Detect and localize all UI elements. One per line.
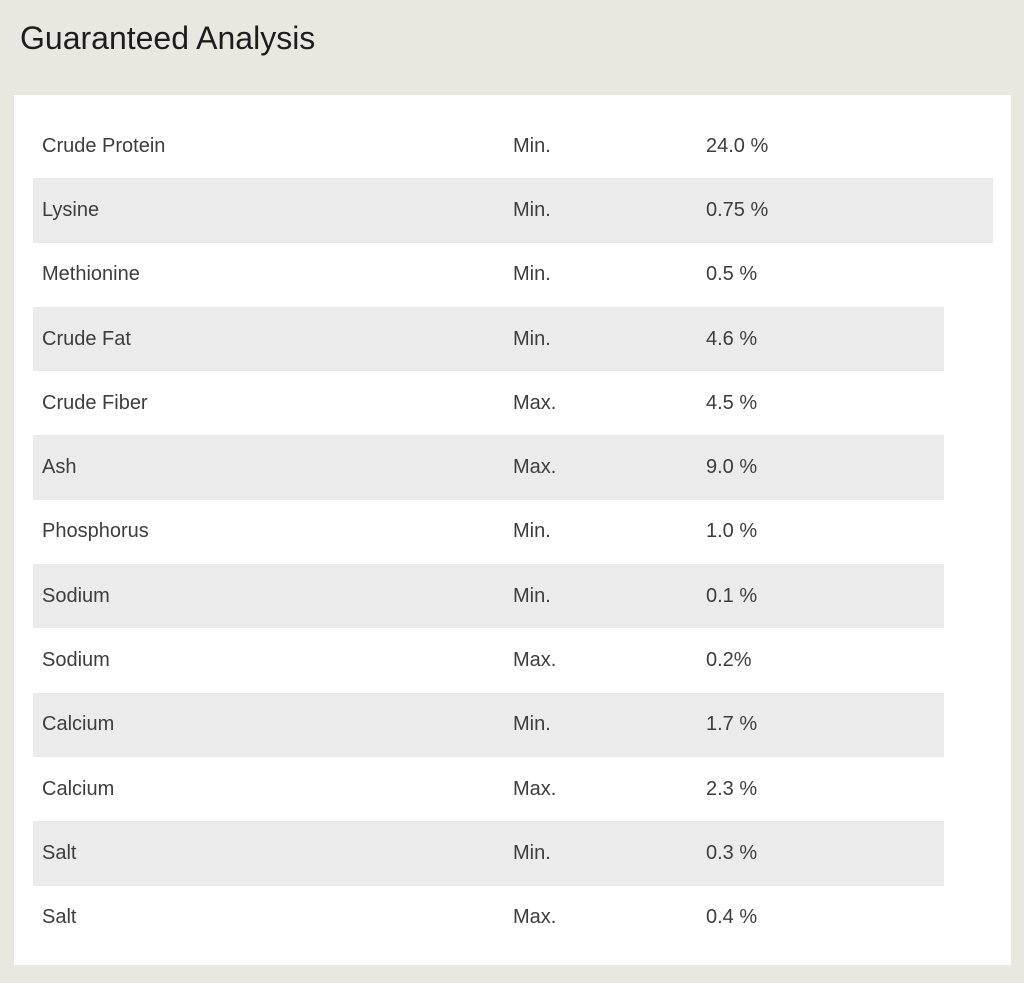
value-percent: 1.0 % — [706, 520, 758, 543]
table-row: Salt Min. 0.3 % — [33, 821, 993, 886]
minmax-label: Max. — [513, 777, 557, 800]
nutrient-name: Sodium — [42, 584, 110, 607]
minmax-label: Min. — [513, 713, 551, 736]
table-row: Sodium Min. 0.1 % — [33, 564, 993, 629]
minmax-label: Min. — [513, 841, 551, 864]
table-row: Methionine Min. 0.5 % — [33, 243, 993, 307]
guaranteed-analysis-table: Crude Protein Min. 24.0 % Lysine Min. 0.75 % M… — [33, 114, 993, 950]
nutrient-name: Lysine — [42, 198, 100, 221]
value-percent: 9.0 % — [706, 456, 758, 479]
minmax-label: Min. — [513, 584, 551, 607]
value-percent: 4.5 % — [706, 391, 758, 414]
minmax-label: Min. — [513, 520, 551, 543]
value-percent: 0.2% — [706, 649, 752, 672]
value-percent: 0.75 % — [706, 198, 769, 221]
nutrient-name: Crude Fat — [42, 327, 131, 350]
minmax-label: Max. — [513, 456, 557, 479]
nutrient-name: Phosphorus — [42, 520, 149, 543]
value-percent: 0.3 % — [706, 841, 758, 864]
minmax-label: Max. — [513, 391, 557, 414]
table-row: Ash Max. 9.0 % — [33, 435, 993, 500]
guaranteed-analysis-card: Crude Protein Min. 24.0 % Lysine Min. 0.75 % M… — [14, 95, 1011, 965]
nutrient-name: Sodium — [42, 649, 110, 672]
value-percent: 2.3 % — [706, 777, 758, 800]
table-row: Sodium Max. 0.2% — [33, 628, 993, 692]
table-row: Salt Max. 0.4 % — [33, 886, 993, 950]
minmax-label: Max. — [513, 906, 557, 929]
value-percent: 4.6 % — [706, 327, 758, 350]
nutrient-name: Ash — [42, 456, 77, 479]
table-row: Crude Fat Min. 4.6 % — [33, 306, 993, 372]
nutrient-name: Salt — [42, 906, 77, 929]
minmax-label: Min. — [513, 327, 551, 350]
nutrient-name: Methionine — [42, 263, 140, 286]
value-percent: 0.4 % — [706, 906, 758, 929]
nutrient-name: Salt — [42, 841, 77, 864]
minmax-label: Min. — [513, 263, 551, 286]
minmax-label: Max. — [513, 649, 557, 672]
minmax-label: Min. — [513, 134, 551, 157]
value-percent: 0.1 % — [706, 584, 758, 607]
value-percent: 0.5 % — [706, 263, 758, 286]
table-row: Calcium Max. 2.3 % — [33, 757, 993, 821]
nutrient-name: Calcium — [42, 777, 115, 800]
minmax-label: Min. — [513, 198, 551, 221]
table-row: Phosphorus Min. 1.0 % — [33, 500, 993, 564]
page-title: Guaranteed Analysis — [20, 20, 316, 56]
table-row: Lysine Min. 0.75 % — [33, 178, 993, 243]
nutrient-name: Crude Fiber — [42, 391, 148, 414]
nutrient-name: Crude Protein — [42, 134, 166, 157]
table-row: Crude Fiber Max. 4.5 % — [33, 371, 993, 435]
value-percent: 24.0 % — [706, 134, 769, 157]
value-percent: 1.7 % — [706, 713, 758, 736]
table-row: Crude Protein Min. 24.0 % — [33, 114, 993, 178]
nutrient-name: Calcium — [42, 713, 115, 736]
table-row: Calcium Min. 1.7 % — [33, 692, 993, 757]
